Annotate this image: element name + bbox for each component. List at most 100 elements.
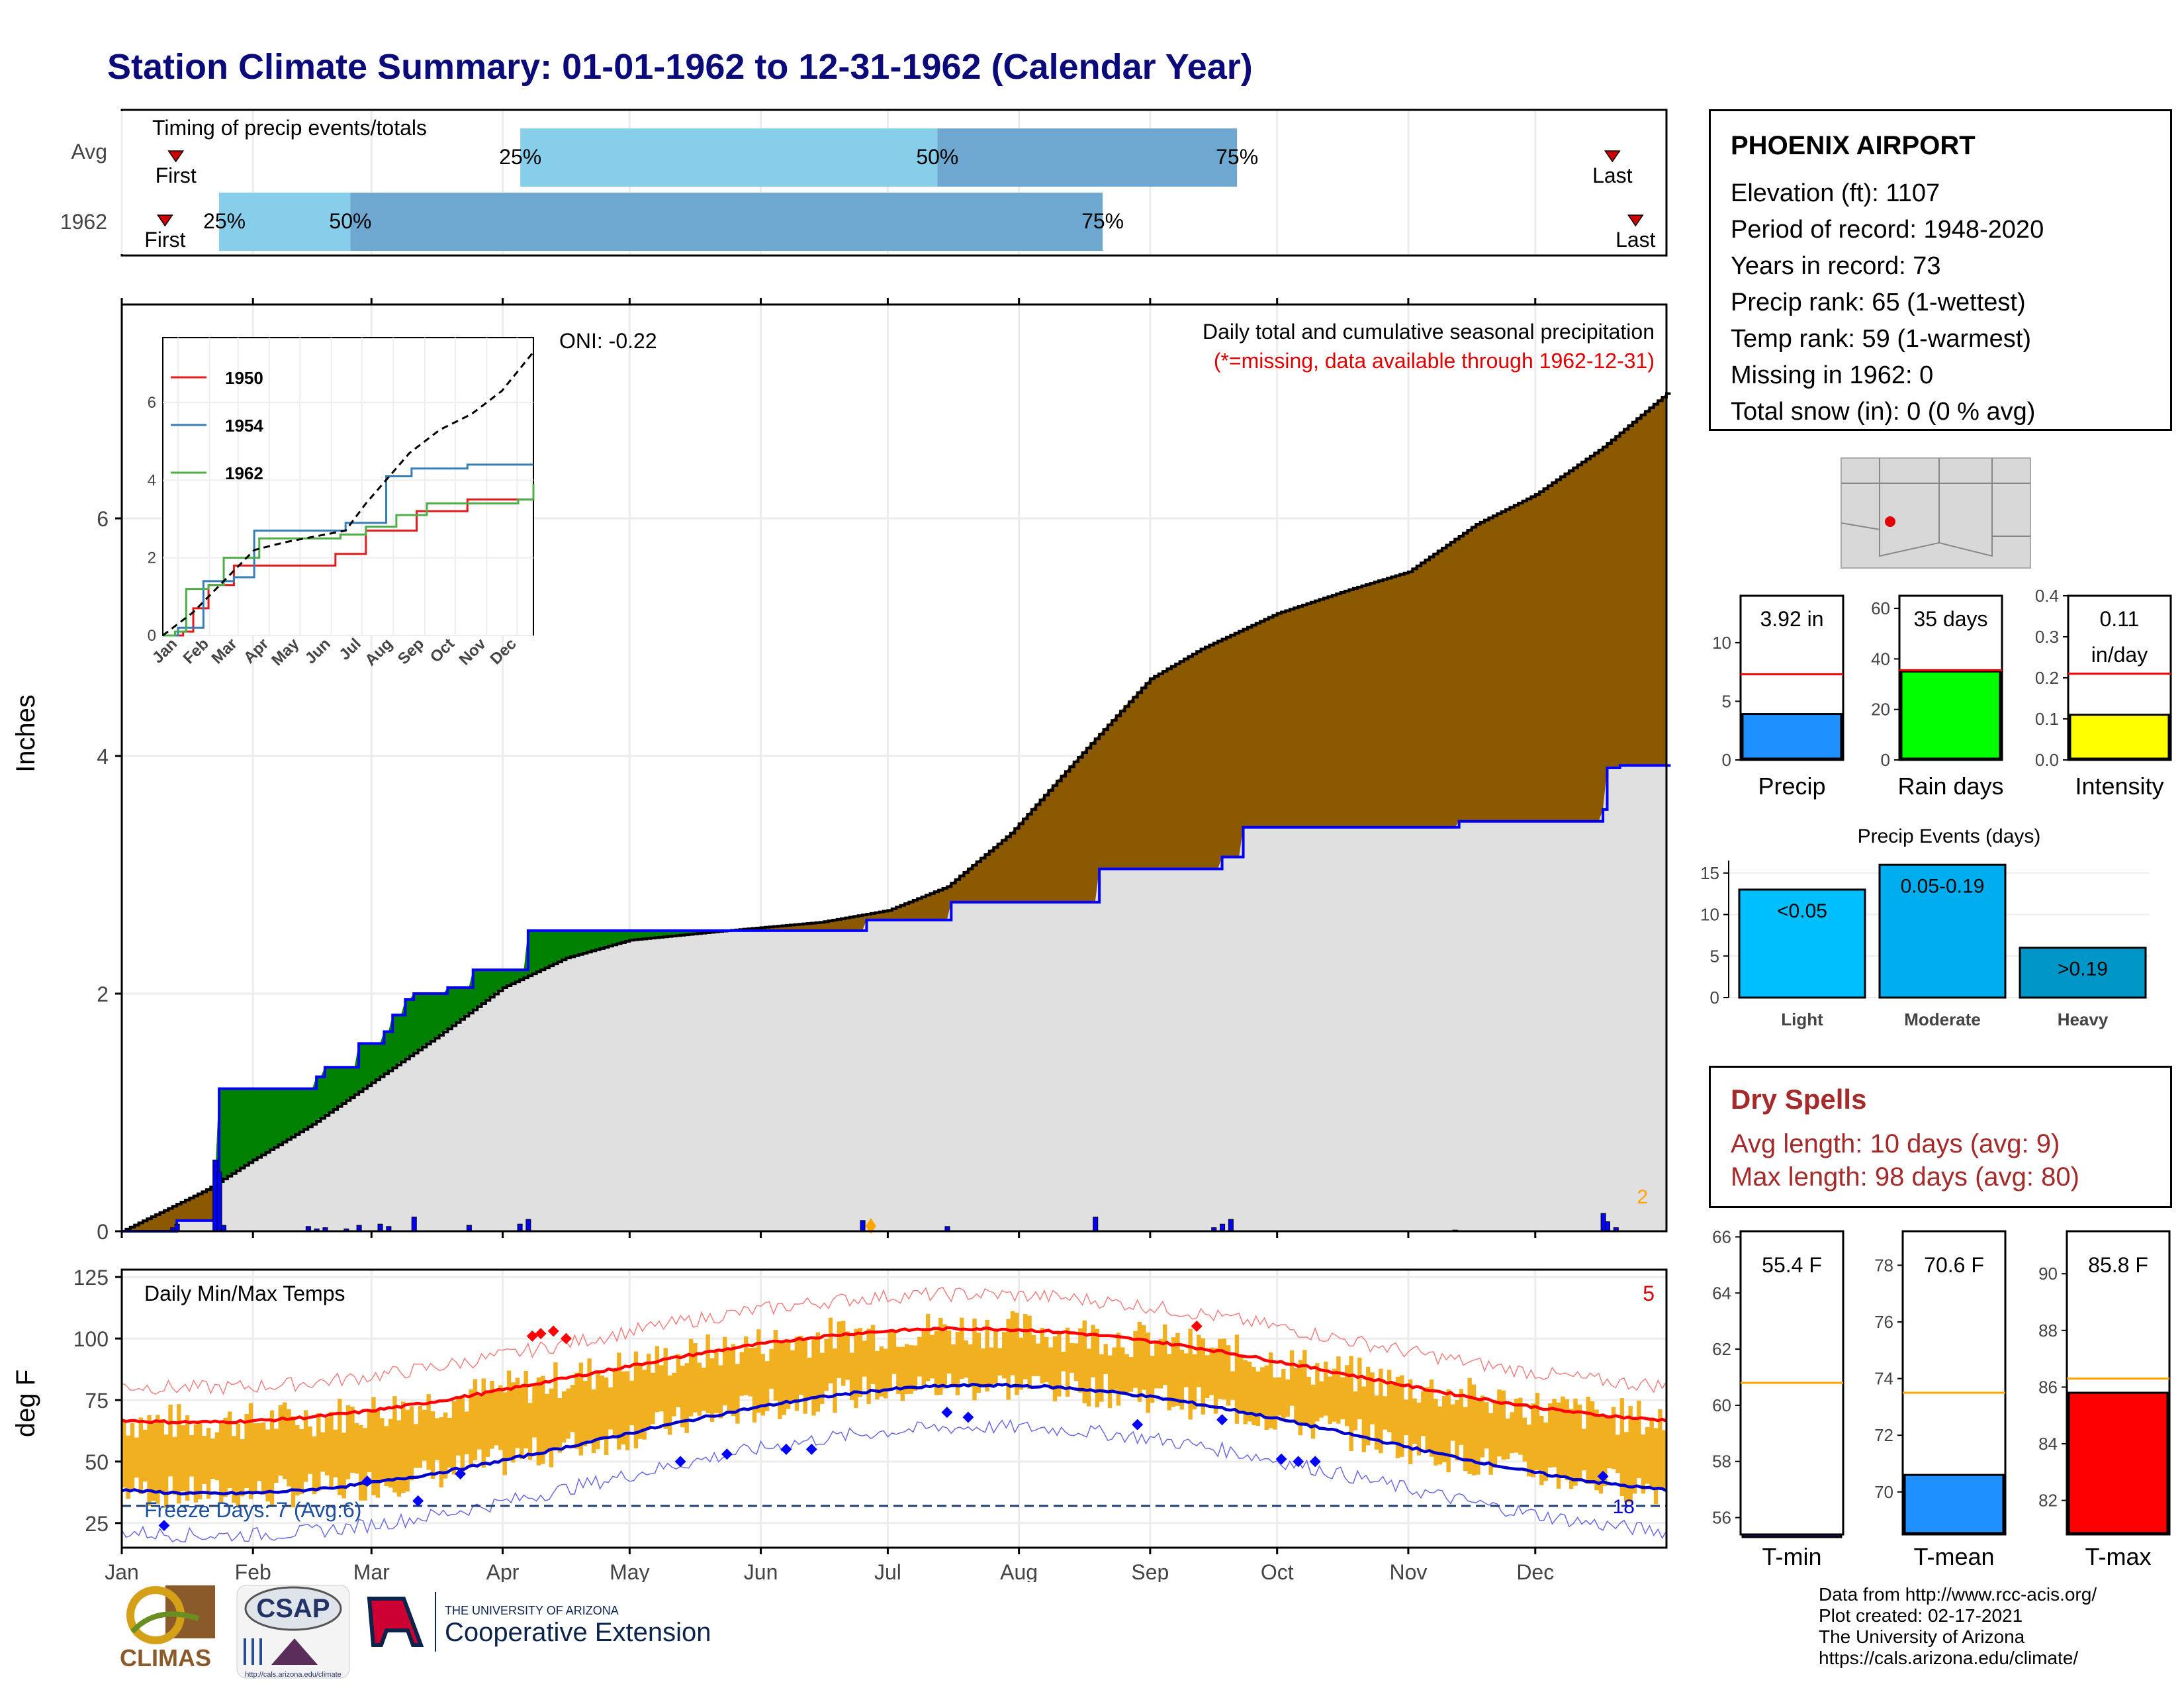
precip-daily-bar <box>216 1171 222 1232</box>
temp-plot-border <box>120 1268 1668 1549</box>
temp-bar-t-min: 56 58 60 62 64 66 55.4 F T-min <box>1712 1227 1844 1570</box>
timing-last-marker <box>1604 150 1621 163</box>
summary-ytick-label: 0 <box>1881 750 1890 770</box>
station-elevation: Elevation (ft): 1107 <box>1731 179 1940 207</box>
temp-bar-t-max: 82 84 86 88 90 85.8 F T-max <box>2038 1230 2171 1570</box>
timing-first-label: First <box>144 228 185 252</box>
temp-bar-ytick-label: 90 <box>2038 1264 2058 1284</box>
precip-ytick-label: 4 <box>97 745 109 769</box>
temp-record-max-line <box>121 1286 1667 1395</box>
locator-map <box>1841 457 2031 569</box>
timing-row-year-label: 1962 <box>60 210 107 234</box>
precip-daily-bar <box>377 1223 383 1232</box>
precip-title: Daily total and cumulative seasonal prec… <box>1203 320 1655 344</box>
footer-url: https://cals.arizona.edu/climate/ <box>1819 1648 2079 1668</box>
temp-month-label: Mar <box>353 1560 390 1582</box>
temp-ytick-label: 100 <box>73 1327 109 1351</box>
precip-daily-bar <box>1604 1221 1610 1232</box>
summary-bars: 0 5 10 3.92 in Precip 0 20 40 60 35 days Rain days… <box>1712 586 2172 800</box>
inset-average-line <box>162 351 535 637</box>
temp-bar-ytick-label: 84 <box>2038 1434 2058 1454</box>
summary-ytick-label: 40 <box>1871 649 1890 669</box>
inset-month-label: Oct <box>427 635 458 666</box>
summary-bar-label: Rain days <box>1897 773 2003 800</box>
precip-subtitle: (*=missing, data available through 1962-… <box>1214 349 1655 373</box>
summary-bar-precip: 0 5 10 3.92 in Precip <box>1712 594 1844 800</box>
university-logo: THE UNIVERSITY OF ARIZONA Cooperative Ex… <box>367 1592 711 1652</box>
dry-spells-title: Dry Spells <box>1731 1084 1867 1115</box>
freeze-count: 18 <box>1613 1496 1635 1518</box>
temp-record-high-marker <box>535 1328 547 1340</box>
svg-text:Cooperative Extension: Cooperative Extension <box>445 1618 711 1647</box>
temp-ytick-label: 25 <box>85 1512 109 1536</box>
precip-daily-bar <box>174 1223 180 1232</box>
inset-legend-label: 1962 <box>225 463 263 483</box>
station-snow: Total snow (in): 0 (0 % avg) <box>1731 398 2036 426</box>
temp-bar-value-label: 85.8 F <box>2088 1253 2148 1277</box>
footer-created: Plot created: 02-17-2021 <box>1819 1605 2023 1626</box>
temp-bar-fill <box>2068 1391 2169 1534</box>
timing-first-label: First <box>156 164 197 187</box>
temp-record-low-marker <box>412 1495 424 1507</box>
temp-normal-min-line <box>121 1382 1668 1496</box>
timing-bar-q1 <box>520 128 938 187</box>
svg-text:CSAP: CSAP <box>256 1594 330 1623</box>
temp-record-low-marker <box>1309 1456 1321 1468</box>
temp-record-low-marker <box>962 1411 974 1423</box>
footer-credits: Data from http://www.rcc-acis.org/ Plot … <box>1819 1584 2097 1669</box>
inset-month-label: Feb <box>180 635 212 667</box>
event-category-label: Heavy <box>2058 1009 2109 1029</box>
temp-record-low-marker <box>1216 1414 1228 1426</box>
summary-ytick-label: 10 <box>1712 633 1731 653</box>
temp-month-label: Dec <box>1516 1560 1554 1582</box>
timing-first-marker <box>156 214 173 227</box>
precip-normal-line <box>122 392 1671 1233</box>
timing-chart: 25% 50% 75% First Last 25% 50% 75% First Last Tim… <box>60 109 1668 257</box>
timing-p75-label: 75% <box>1081 209 1124 233</box>
summary-ytick-label: 0.1 <box>2035 709 2059 729</box>
precip-ytick-label: 2 <box>97 982 109 1006</box>
temp-month-label: Apr <box>486 1560 520 1582</box>
temp-record-low-marker <box>1275 1453 1287 1465</box>
temp-normal-max-line <box>121 1326 1667 1425</box>
station-missing: Missing in 1962: 0 <box>1731 361 1934 389</box>
precip-chart: Inches 0 2 4 6 Daily total and cumulative s… <box>11 298 1671 1244</box>
precip-missing-marker <box>865 1218 876 1234</box>
freeze-label: Freeze Days: 7 (Avg:6) <box>144 1498 361 1522</box>
inset-month-label: Jun <box>302 635 334 667</box>
summary-value-unit: in/day <box>2091 643 2148 667</box>
events-ytick-label: 15 <box>1700 863 1719 883</box>
station-years: Years in record: 73 <box>1731 252 1941 280</box>
event-bar-fill <box>1738 888 1866 999</box>
temp-ytick-label: 125 <box>73 1266 109 1289</box>
precip-ylabel: Inches <box>11 694 40 773</box>
timing-row-1962: 25% 50% 75% First Last <box>144 193 1656 252</box>
event-category-label: Moderate <box>1904 1009 1981 1029</box>
precip-events-chart: Precip Events (days) 0 5 10 15 <0.05 Light 0.0… <box>1700 825 2150 1029</box>
temp-bar-fill <box>1741 1533 1843 1538</box>
timing-bar-q2 <box>350 193 1103 251</box>
station-period: Period of record: 1948-2020 <box>1731 216 2044 244</box>
temp-record-low-marker <box>158 1520 170 1532</box>
inset-month-label: Jul <box>336 635 365 664</box>
inset-series-1962 <box>163 484 535 637</box>
inset-ytick-label: 0 <box>148 627 156 645</box>
inset-month-label: May <box>268 635 303 670</box>
footer-logos: CLIMAS CSAP http://cals.arizona.edu/clim… <box>120 1585 711 1679</box>
temp-bar-label: T-min <box>1762 1543 1822 1570</box>
timing-p25-label: 25% <box>203 209 246 233</box>
event-bar-fill <box>2019 947 2147 999</box>
temp-bar-ytick-label: 56 <box>1712 1508 1731 1528</box>
dry-spells-panel: Dry Spells Avg length: 10 days (avg: 9) … <box>1709 1066 2172 1208</box>
precip-daily-bar <box>411 1216 417 1232</box>
events-title: Precip Events (days) <box>1858 825 2041 847</box>
svg-text:http://cals.arizona.edu/climat: http://cals.arizona.edu/climate <box>245 1671 341 1679</box>
temp-bar-ytick-label: 78 <box>1874 1255 1893 1275</box>
event-bar-moderate: 0.05-0.19 Moderate <box>1878 863 2007 1029</box>
temp-bar-value-label: 55.4 F <box>1762 1253 1822 1277</box>
precip-daily-bar <box>1093 1216 1099 1232</box>
csap-logo: CSAP http://cals.arizona.edu/climate <box>236 1585 350 1679</box>
event-value-label: 0.05-0.19 <box>1901 875 1985 897</box>
summary-value-label: 35 days <box>1913 607 1987 631</box>
dry-spells-max: Max length: 98 days (avg: 80) <box>1731 1162 2079 1192</box>
